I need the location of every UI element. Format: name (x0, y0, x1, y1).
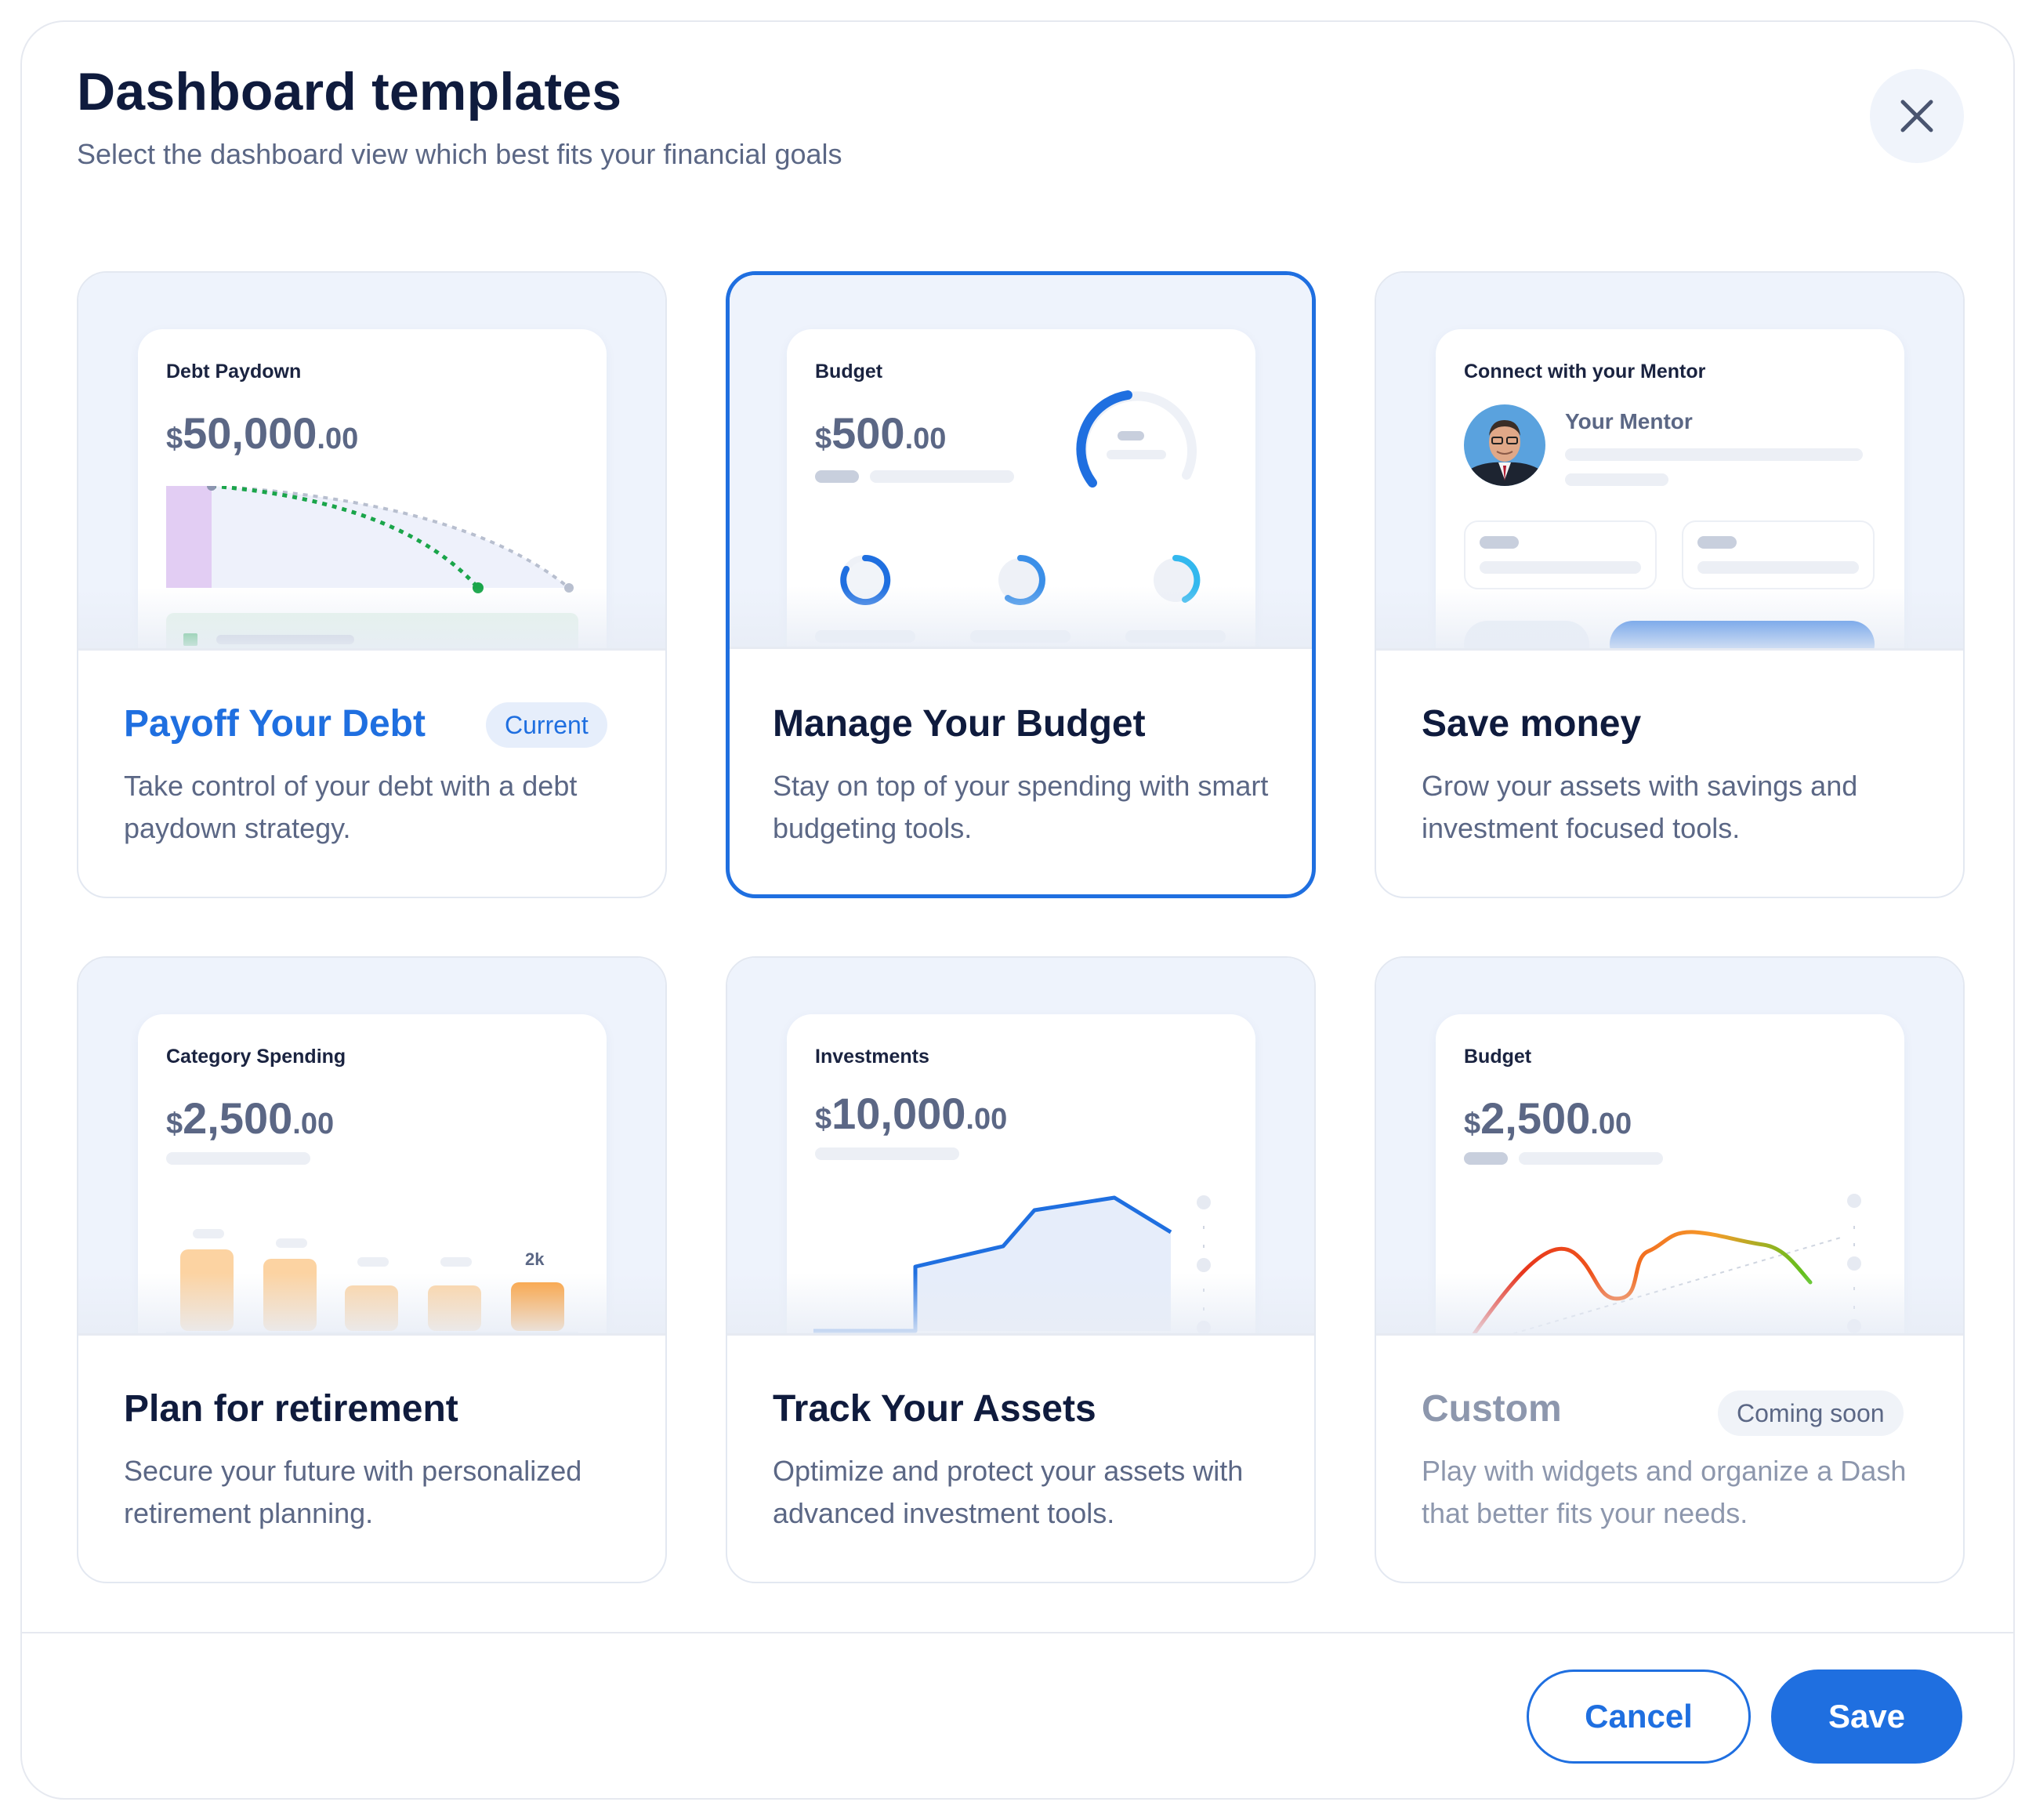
preview-amount: $2,500.00 (166, 1093, 335, 1143)
card-preview: Debt Paydown $50,000.00 (78, 273, 665, 651)
card-preview: Category Spending $2,500.00 (78, 958, 665, 1336)
card-description: Take control of your debt with a debt pa… (124, 770, 578, 844)
preview-label: Budget (815, 361, 883, 382)
dialog-subtitle: Select the dashboard view which best fit… (77, 138, 842, 170)
template-card-track-assets[interactable]: Investments $10,000.00 (726, 956, 1316, 1583)
cancel-button[interactable]: Cancel (1527, 1670, 1751, 1764)
preview-label: Category Spending (166, 1046, 346, 1068)
coming-soon-badge: Coming soon (1718, 1390, 1904, 1436)
template-card-save-money[interactable]: Connect with your Mentor (1375, 271, 1965, 898)
preview-label: Investments (815, 1046, 929, 1068)
card-description: Optimize and protect your assets with ad… (773, 1455, 1244, 1529)
card-title: Manage Your Budget (773, 703, 1146, 745)
card-title: Custom (1422, 1388, 1562, 1430)
card-title: Payoff Your Debt (124, 703, 426, 745)
close-button[interactable] (1870, 69, 1964, 163)
template-card-plan-retirement[interactable]: Category Spending $2,500.00 (77, 956, 667, 1583)
template-card-payoff-debt[interactable]: Debt Paydown $50,000.00 (77, 271, 667, 898)
preview-label: Budget (1464, 1046, 1532, 1068)
card-description: Grow your assets with savings and invest… (1422, 770, 1858, 844)
dialog-title: Dashboard templates (77, 62, 622, 121)
card-preview: Budget $2,500.00 (1376, 958, 1963, 1336)
card-description: Secure your future with personalized ret… (124, 1455, 582, 1529)
card-title: Track Your Assets (773, 1388, 1096, 1430)
preview-amount: $10,000.00 (815, 1089, 1008, 1138)
budget-gauge (1076, 390, 1197, 488)
template-card-manage-budget[interactable]: Budget $500.00 (726, 271, 1316, 898)
current-badge: Current (486, 702, 607, 748)
card-preview: Connect with your Mentor (1376, 273, 1963, 651)
card-title: Save money (1422, 703, 1642, 745)
template-card-custom: Budget $2,500.00 (1375, 956, 1965, 1583)
preview-label: Debt Paydown (166, 361, 302, 382)
footer-divider (22, 1632, 2013, 1633)
mentor-avatar (1464, 404, 1545, 486)
close-icon (1900, 100, 1933, 132)
card-description: Stay on top of your spending with smart … (773, 770, 1269, 844)
card-preview: Budget $500.00 (730, 275, 1312, 649)
bar-value-label: 2k (525, 1249, 545, 1269)
mentor-name: Your Mentor (1565, 409, 1693, 433)
preview-label: Connect with your Mentor (1464, 361, 1706, 382)
debt-balance-bar (166, 486, 212, 588)
save-button[interactable]: Save (1771, 1670, 1962, 1764)
preview-amount: $2,500.00 (1464, 1093, 1632, 1143)
dashboard-templates-dialog: Dashboard templates Select the dashboard… (20, 20, 2015, 1800)
card-preview: Investments $10,000.00 (727, 958, 1314, 1336)
preview-amount: $50,000.00 (166, 408, 359, 458)
preview-amount: $500.00 (815, 408, 947, 458)
card-description: Play with widgets and organize a Dash th… (1422, 1455, 1907, 1529)
card-title: Plan for retirement (124, 1388, 458, 1430)
